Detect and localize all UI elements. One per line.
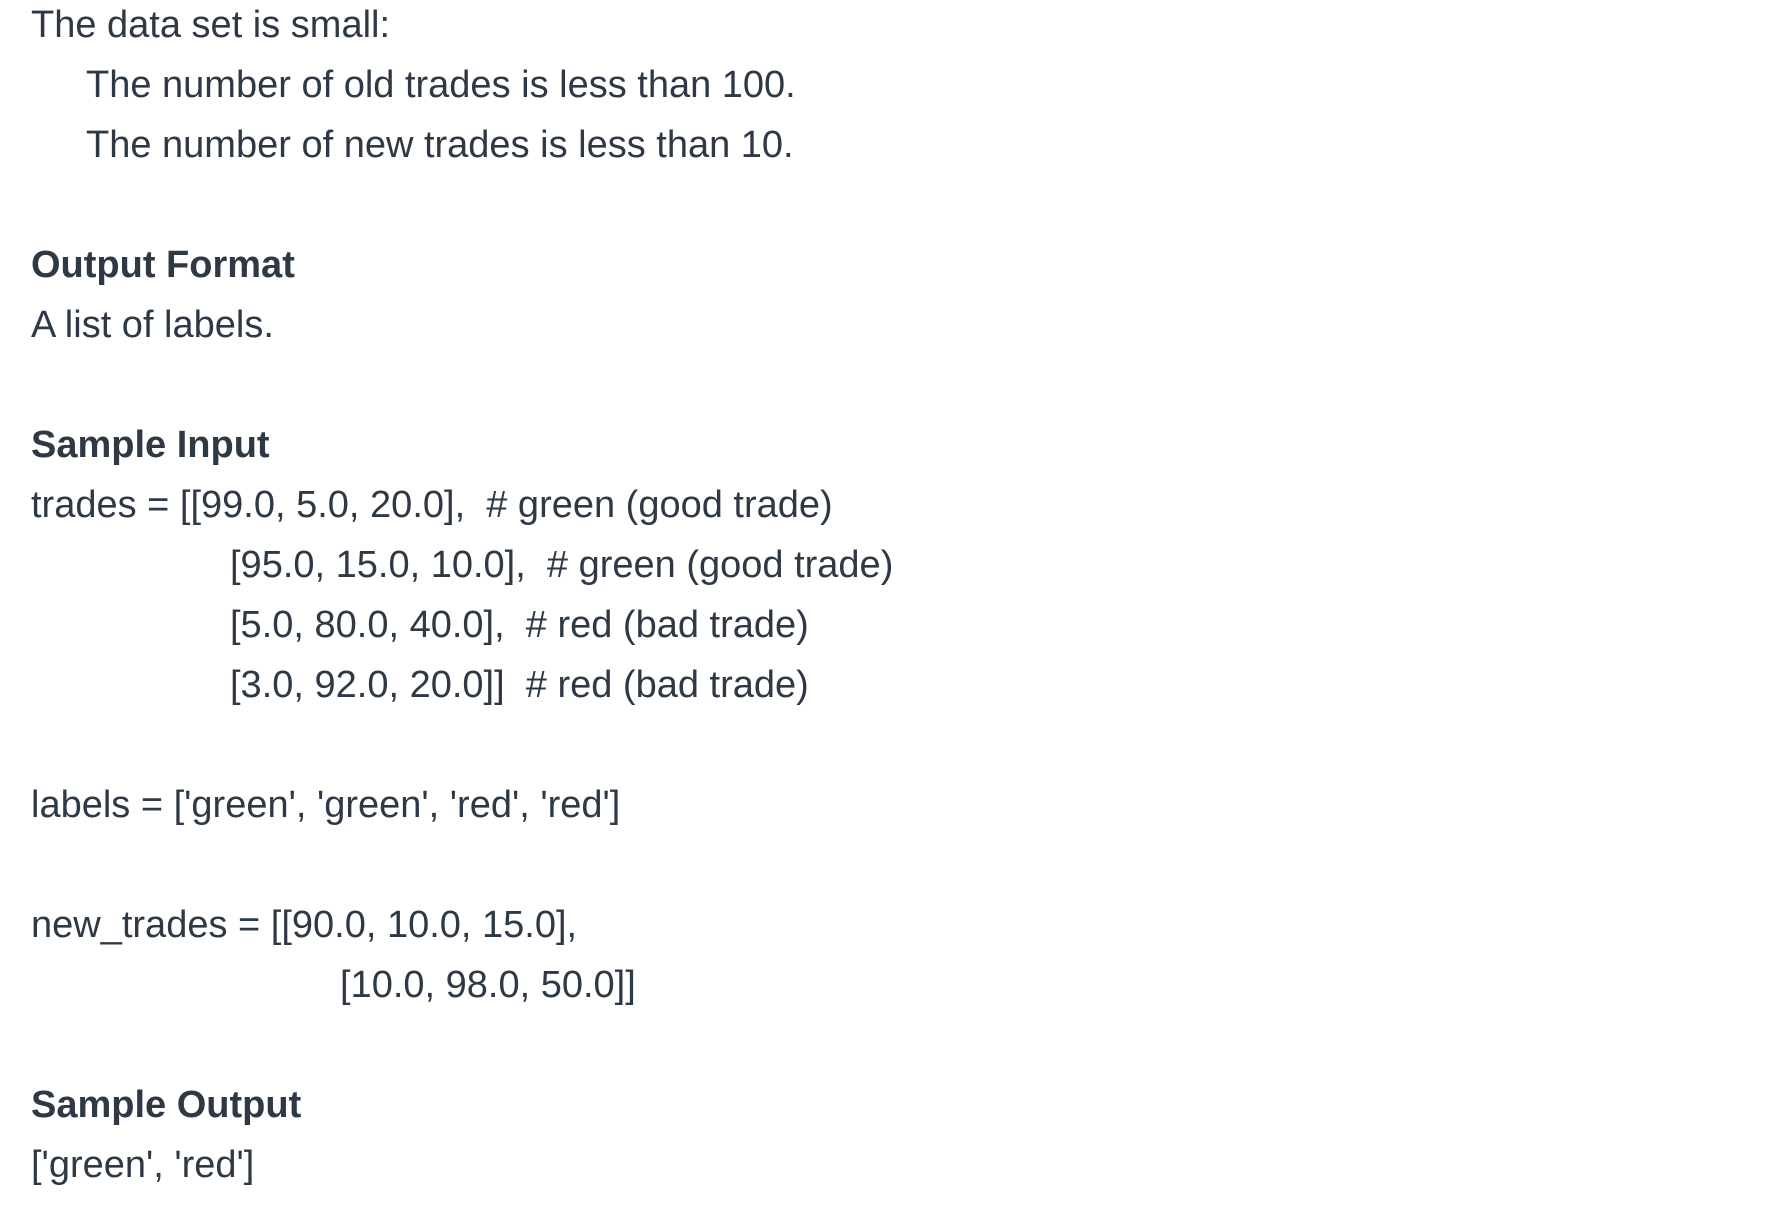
trades-line-1: trades = [[99.0, 5.0, 20.0], # green (go… <box>31 484 833 526</box>
constraint-new-trades: The number of new trades is less than 10… <box>86 124 794 166</box>
new-trades-line-2: [10.0, 98.0, 50.0]] <box>340 964 636 1006</box>
labels-line: labels = ['green', 'green', 'red', 'red'… <box>31 784 621 826</box>
trades-line-4: [3.0, 92.0, 20.0]] # red (bad trade) <box>230 664 809 706</box>
output-format-text: A list of labels. <box>31 304 274 346</box>
constraints-intro: The data set is small: <box>31 4 391 46</box>
sample-output-heading: Sample Output <box>31 1084 302 1126</box>
output-format-heading: Output Format <box>31 244 295 286</box>
sample-output-text: ['green', 'red'] <box>31 1144 255 1186</box>
new-trades-line-1: new_trades = [[90.0, 10.0, 15.0], <box>31 904 578 946</box>
sample-input-heading: Sample Input <box>31 424 270 466</box>
trades-line-3: [5.0, 80.0, 40.0], # red (bad trade) <box>230 604 809 646</box>
constraint-old-trades: The number of old trades is less than 10… <box>86 64 796 106</box>
trades-line-2: [95.0, 15.0, 10.0], # green (good trade) <box>230 544 894 586</box>
